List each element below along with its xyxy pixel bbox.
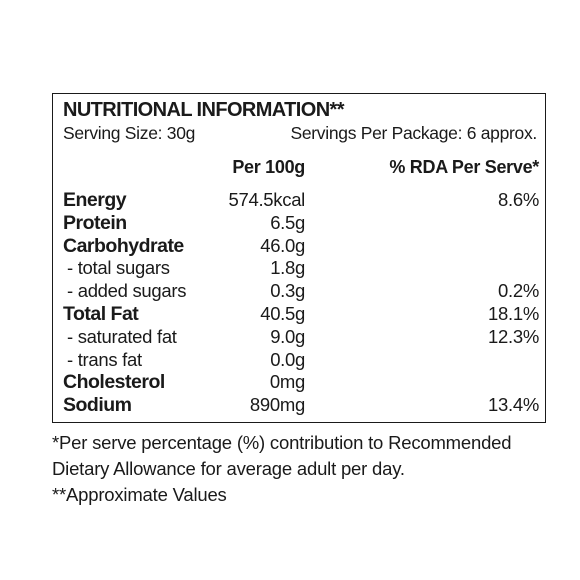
column-header-rda: % RDA Per Serve* — [389, 157, 539, 177]
nutrient-row: - total sugars 1.8g — [53, 257, 545, 280]
servings-per-package: Servings Per Package: 6 approx. — [290, 123, 537, 143]
footnote-rda-line1: *Per serve percentage (%) contribution t… — [52, 432, 512, 453]
per100g-value: 574.5kcal — [228, 189, 306, 210]
nutrient-row: Protein 6.5g — [53, 212, 545, 235]
nutrient-label: Energy — [63, 189, 127, 211]
per100g-value: 40.5g — [260, 302, 305, 324]
panel-title: NUTRITIONAL INFORMATION** — [63, 99, 345, 121]
nutrient-row: Sodium 890mg 13.4% — [53, 394, 545, 417]
nutrient-label: Sodium — [63, 394, 132, 417]
rda-value: 13.4% — [488, 394, 539, 416]
rda-value: 8.6% — [498, 189, 539, 210]
per100g-value: 46.0g — [260, 234, 305, 256]
nutrient-row: - saturated fat 9.0g 12.3% — [53, 326, 545, 349]
nutrition-panel: NUTRITIONAL INFORMATION** Serving Size: … — [52, 93, 546, 423]
footnote-approximate: **Approximate Values — [52, 484, 227, 505]
nutrient-label: Protein — [63, 211, 127, 234]
nutrient-label: - total sugars — [67, 257, 170, 279]
serving-size: Serving Size: 30g — [63, 123, 196, 143]
footnote-rda-line2: Dietary Allowance for average adult per … — [52, 458, 405, 479]
nutrient-row: Total Fat 40.5g 18.1% — [53, 303, 545, 326]
nutrient-rows: Energy 574.5kcal 8.6% Protein 6.5g Carbo… — [53, 189, 545, 417]
nutrient-row: - trans fat 0.0g — [53, 349, 545, 372]
nutrient-label: Cholesterol — [63, 371, 165, 394]
rda-value: 0.2% — [498, 280, 539, 302]
rda-value: 12.3% — [488, 325, 539, 347]
nutrient-row: Carbohydrate 46.0g — [53, 235, 545, 258]
nutrient-row: - added sugars 0.3g 0.2% — [53, 280, 545, 303]
per100g-value: 1.8g — [270, 257, 305, 279]
nutrient-label: - added sugars — [67, 280, 187, 302]
per100g-value: 890mg — [249, 394, 305, 416]
column-header-per100g: Per 100g — [232, 157, 305, 177]
per100g-value: 0mg — [269, 371, 305, 393]
rda-value: 18.1% — [488, 302, 539, 324]
nutrient-row: Energy 574.5kcal 8.6% — [53, 189, 545, 212]
nutrient-label: Carbohydrate — [63, 234, 184, 257]
nutrient-row: Cholesterol 0mg — [53, 371, 545, 394]
per100g-value: 9.0g — [270, 325, 305, 347]
per100g-value: 0.0g — [270, 348, 305, 370]
nutrient-label: - trans fat — [67, 348, 142, 370]
nutrient-label: Total Fat — [63, 302, 139, 325]
nutrient-label: - saturated fat — [67, 325, 177, 347]
per100g-value: 6.5g — [270, 211, 305, 233]
per100g-value: 0.3g — [270, 280, 305, 302]
